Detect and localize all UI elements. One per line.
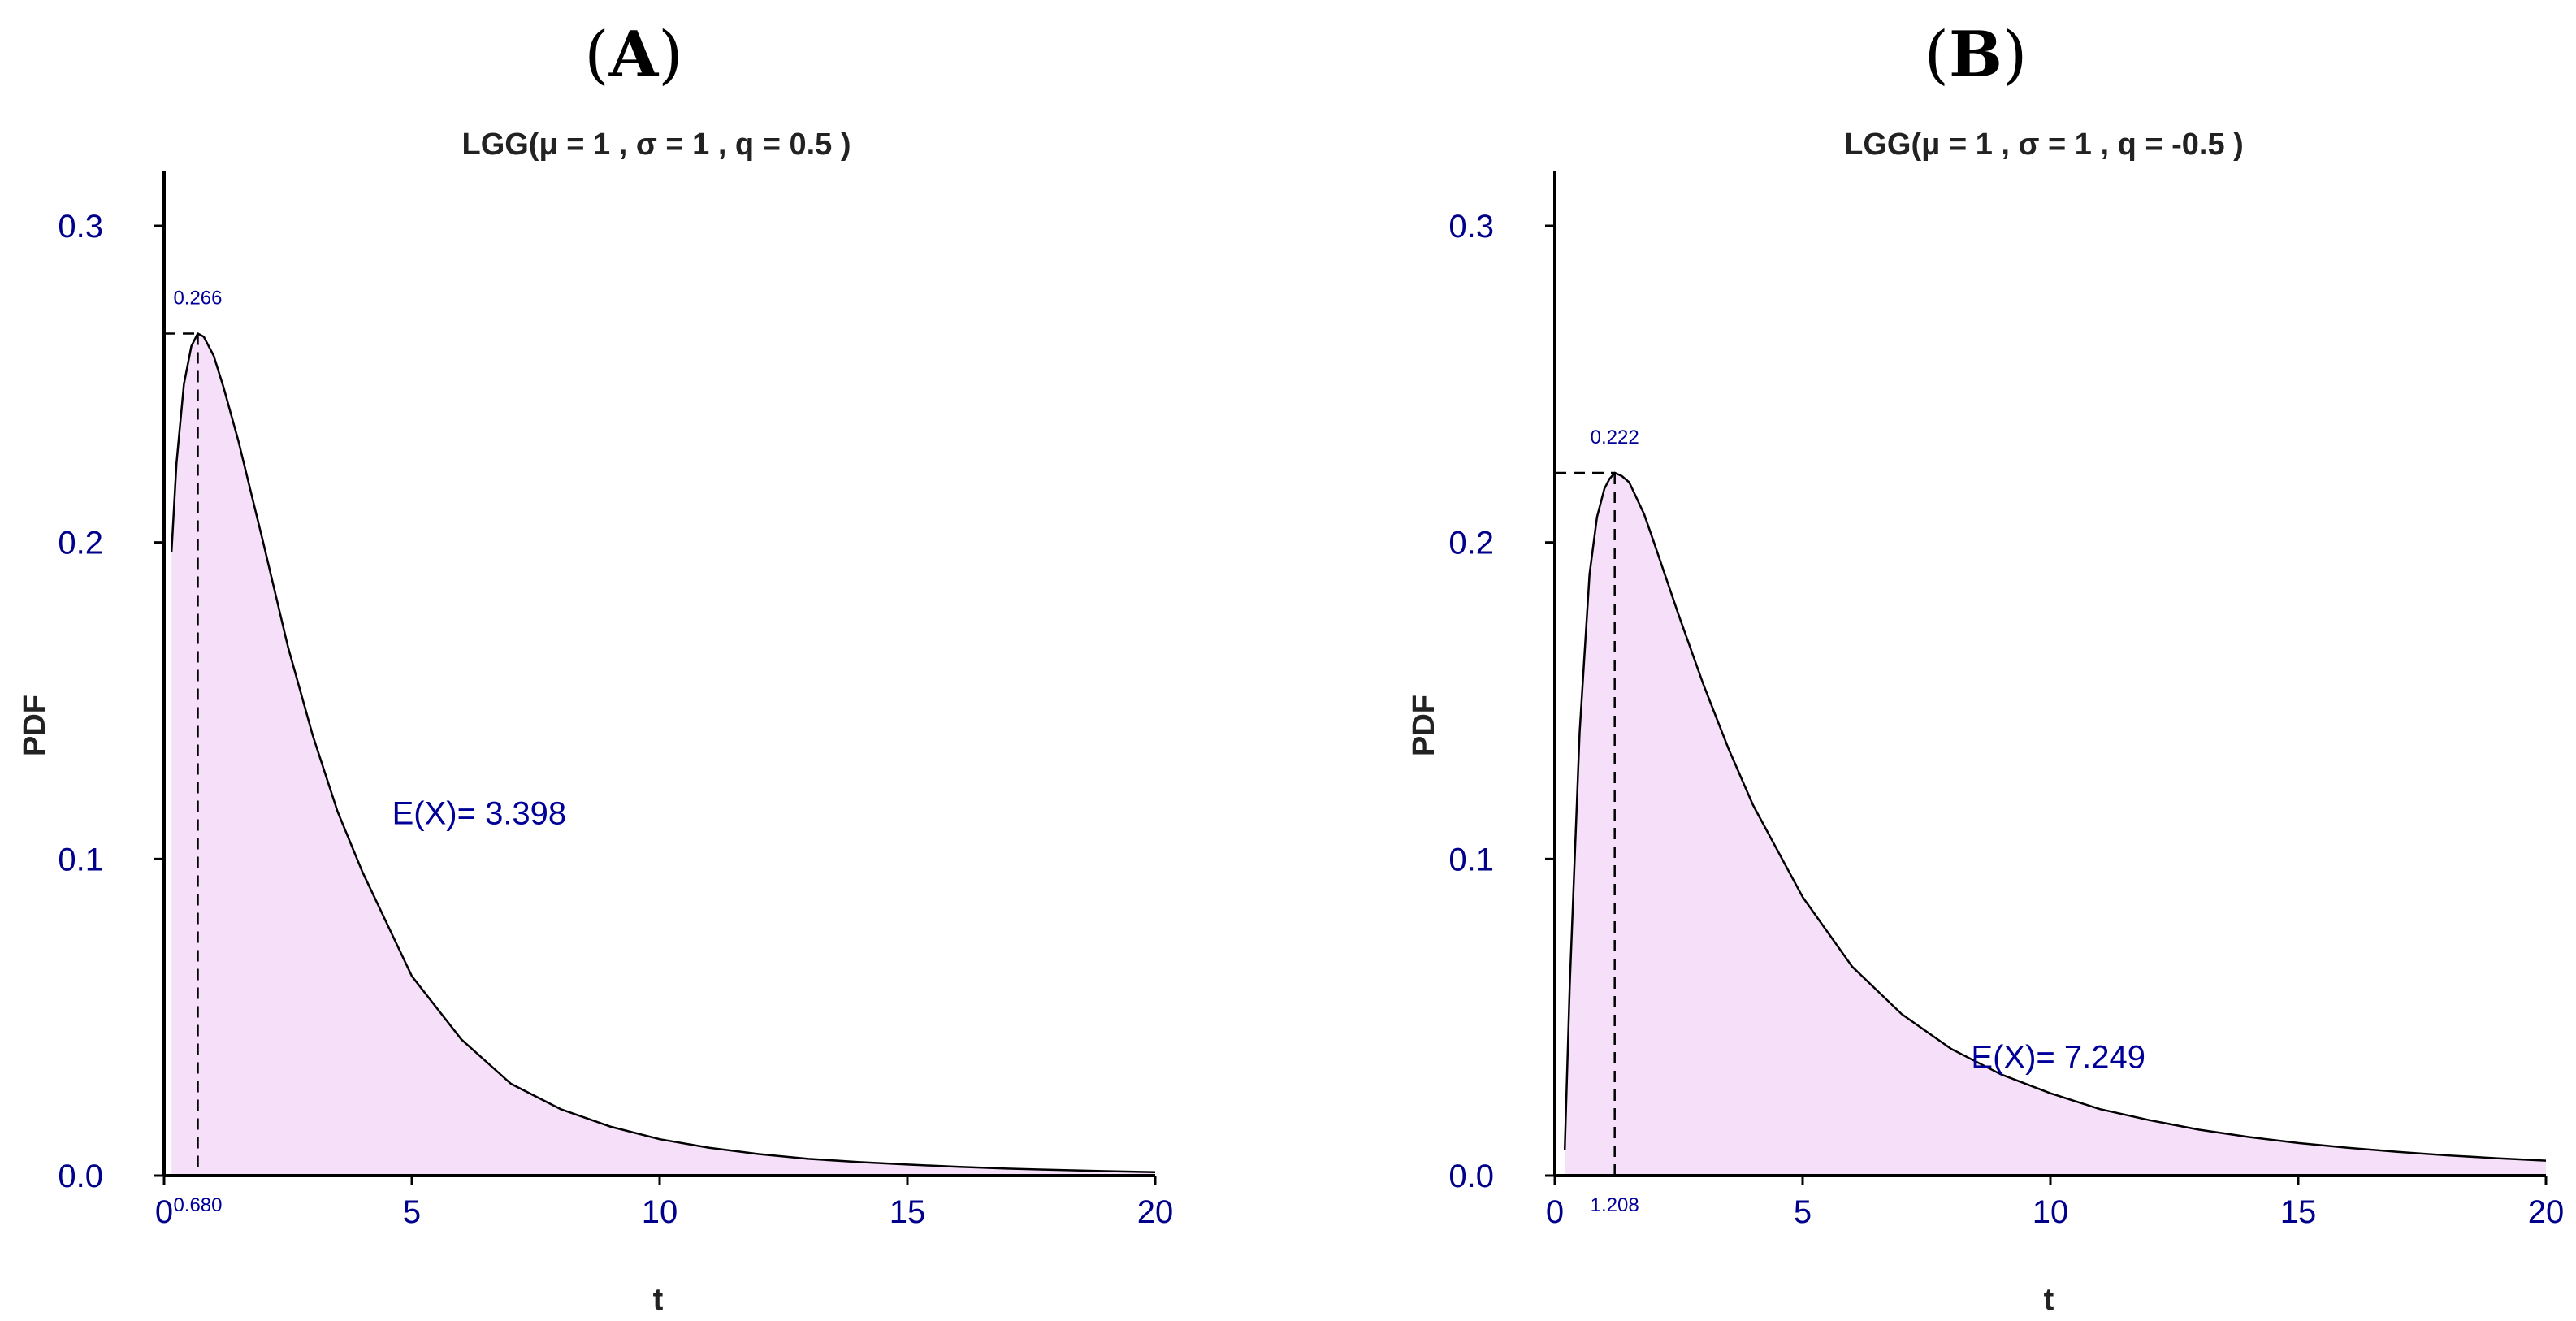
y-tick-label: 0.0 <box>1448 1159 1494 1194</box>
chart-title-b: LGG(μ = 1 , σ = 1 , q = -0.5 ) <box>1844 128 2244 162</box>
x-tick-label: 20 <box>2528 1194 2565 1230</box>
x-tick-label: 5 <box>1794 1194 1812 1230</box>
y-tick-label: 0.3 <box>58 209 103 245</box>
panel-letter-a: (A) <box>584 18 682 92</box>
x-axis-label-a: t <box>653 1283 664 1317</box>
y-axis-label-a: PDF <box>18 695 52 756</box>
mean-label: E(X)= 7.249 <box>1971 1040 2145 1076</box>
panel-letter-a-text: A <box>608 18 660 92</box>
x-tick-label: 0 <box>1546 1194 1564 1230</box>
y-tick-label: 0.2 <box>58 526 103 561</box>
panel-letter-b: (B) <box>1924 18 2028 92</box>
y-axis-label-b: PDF <box>1407 695 1441 756</box>
x-tick-label: 10 <box>642 1194 678 1230</box>
mode-x-label: 0.680 <box>173 1194 222 1216</box>
y-tick-label: 0.3 <box>1448 209 1494 245</box>
density-curve <box>1563 471 2547 1162</box>
mean-label: E(X)= 3.398 <box>392 795 567 831</box>
plot-area-b: 0 5 10 15 20 0.0 0.1 0.2 0.3 1.208 0.222 E(X)= 7.24… <box>1448 171 2564 1230</box>
chart-title-a: LGG(μ = 1 , σ = 1 , q = 0.5 ) <box>461 128 851 162</box>
x-tick-label: 5 <box>403 1194 421 1230</box>
panel-b: (B) LGG(μ = 1 , σ = 1 , q = -0.5 ) PDF t… <box>1407 18 2564 1317</box>
x-tick-label: 15 <box>890 1194 926 1230</box>
panel-a: (A) LGG(μ = 1 , σ = 1 , q = 0.5 ) PDF t … <box>18 18 1173 1317</box>
plot-area-a: 0 5 10 15 20 0.0 0.1 0.2 0.3 0.680 0.266 E(X)= 3.39… <box>58 171 1173 1230</box>
x-axis-label-b: t <box>2044 1283 2054 1317</box>
mode-y-label: 0.266 <box>173 287 222 309</box>
density-area <box>1565 472 2546 1176</box>
mode-x-label: 1.208 <box>1591 1194 1639 1216</box>
y-tick-label: 0.1 <box>1448 842 1494 877</box>
y-tick-label: 0.2 <box>1448 526 1494 561</box>
x-tick-label: 15 <box>2280 1194 2317 1230</box>
density-area <box>171 333 1155 1176</box>
x-tick-label: 10 <box>2033 1194 2069 1230</box>
y-tick-label: 0.1 <box>58 842 103 877</box>
y-tick-label: 0.0 <box>58 1159 103 1194</box>
panel-letter-b-text: B <box>1949 18 2002 92</box>
x-tick-label: 0 <box>155 1194 173 1230</box>
x-tick-label: 20 <box>1137 1194 1174 1230</box>
density-curve <box>170 332 1156 1173</box>
mode-y-label: 0.222 <box>1591 427 1639 448</box>
